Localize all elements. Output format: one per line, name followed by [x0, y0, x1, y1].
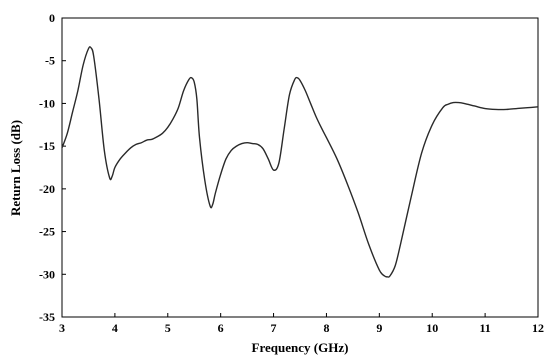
x-tick-label: 6: [218, 321, 224, 335]
x-tick-label: 7: [271, 321, 277, 335]
x-tick-label: 3: [59, 321, 65, 335]
y-tick-label: -10: [39, 96, 55, 110]
x-axis-title: Frequency (GHz): [252, 340, 349, 355]
x-tick-label: 8: [323, 321, 329, 335]
y-tick-label: 0: [49, 11, 55, 25]
x-tick-label: 11: [479, 321, 490, 335]
x-axis: 3 4 5 6 7 8 9 10 11 12: [59, 313, 544, 335]
x-tick-label: 9: [376, 321, 382, 335]
series-layer: [61, 46, 539, 278]
y-tick-label: -15: [39, 139, 55, 153]
series-line-return-loss: [61, 46, 539, 278]
y-tick-label: -5: [45, 54, 55, 68]
y-tick-label: -20: [39, 182, 55, 196]
plot-frame: [61, 17, 539, 318]
x-tick-label: 10: [426, 321, 438, 335]
plot-area: [61, 17, 539, 318]
x-tick-label: 5: [165, 321, 171, 335]
y-tick-label: -25: [39, 225, 55, 239]
y-axis-title: Return Loss (dB): [8, 120, 23, 216]
x-tick-label: 12: [532, 321, 544, 335]
y-tick-label: -35: [39, 310, 55, 324]
x-tick-label: 4: [112, 321, 118, 335]
y-tick-label: -30: [39, 267, 55, 281]
y-axis: 0 -5 -10 -15 -20 -25 -30 -35: [39, 11, 66, 324]
